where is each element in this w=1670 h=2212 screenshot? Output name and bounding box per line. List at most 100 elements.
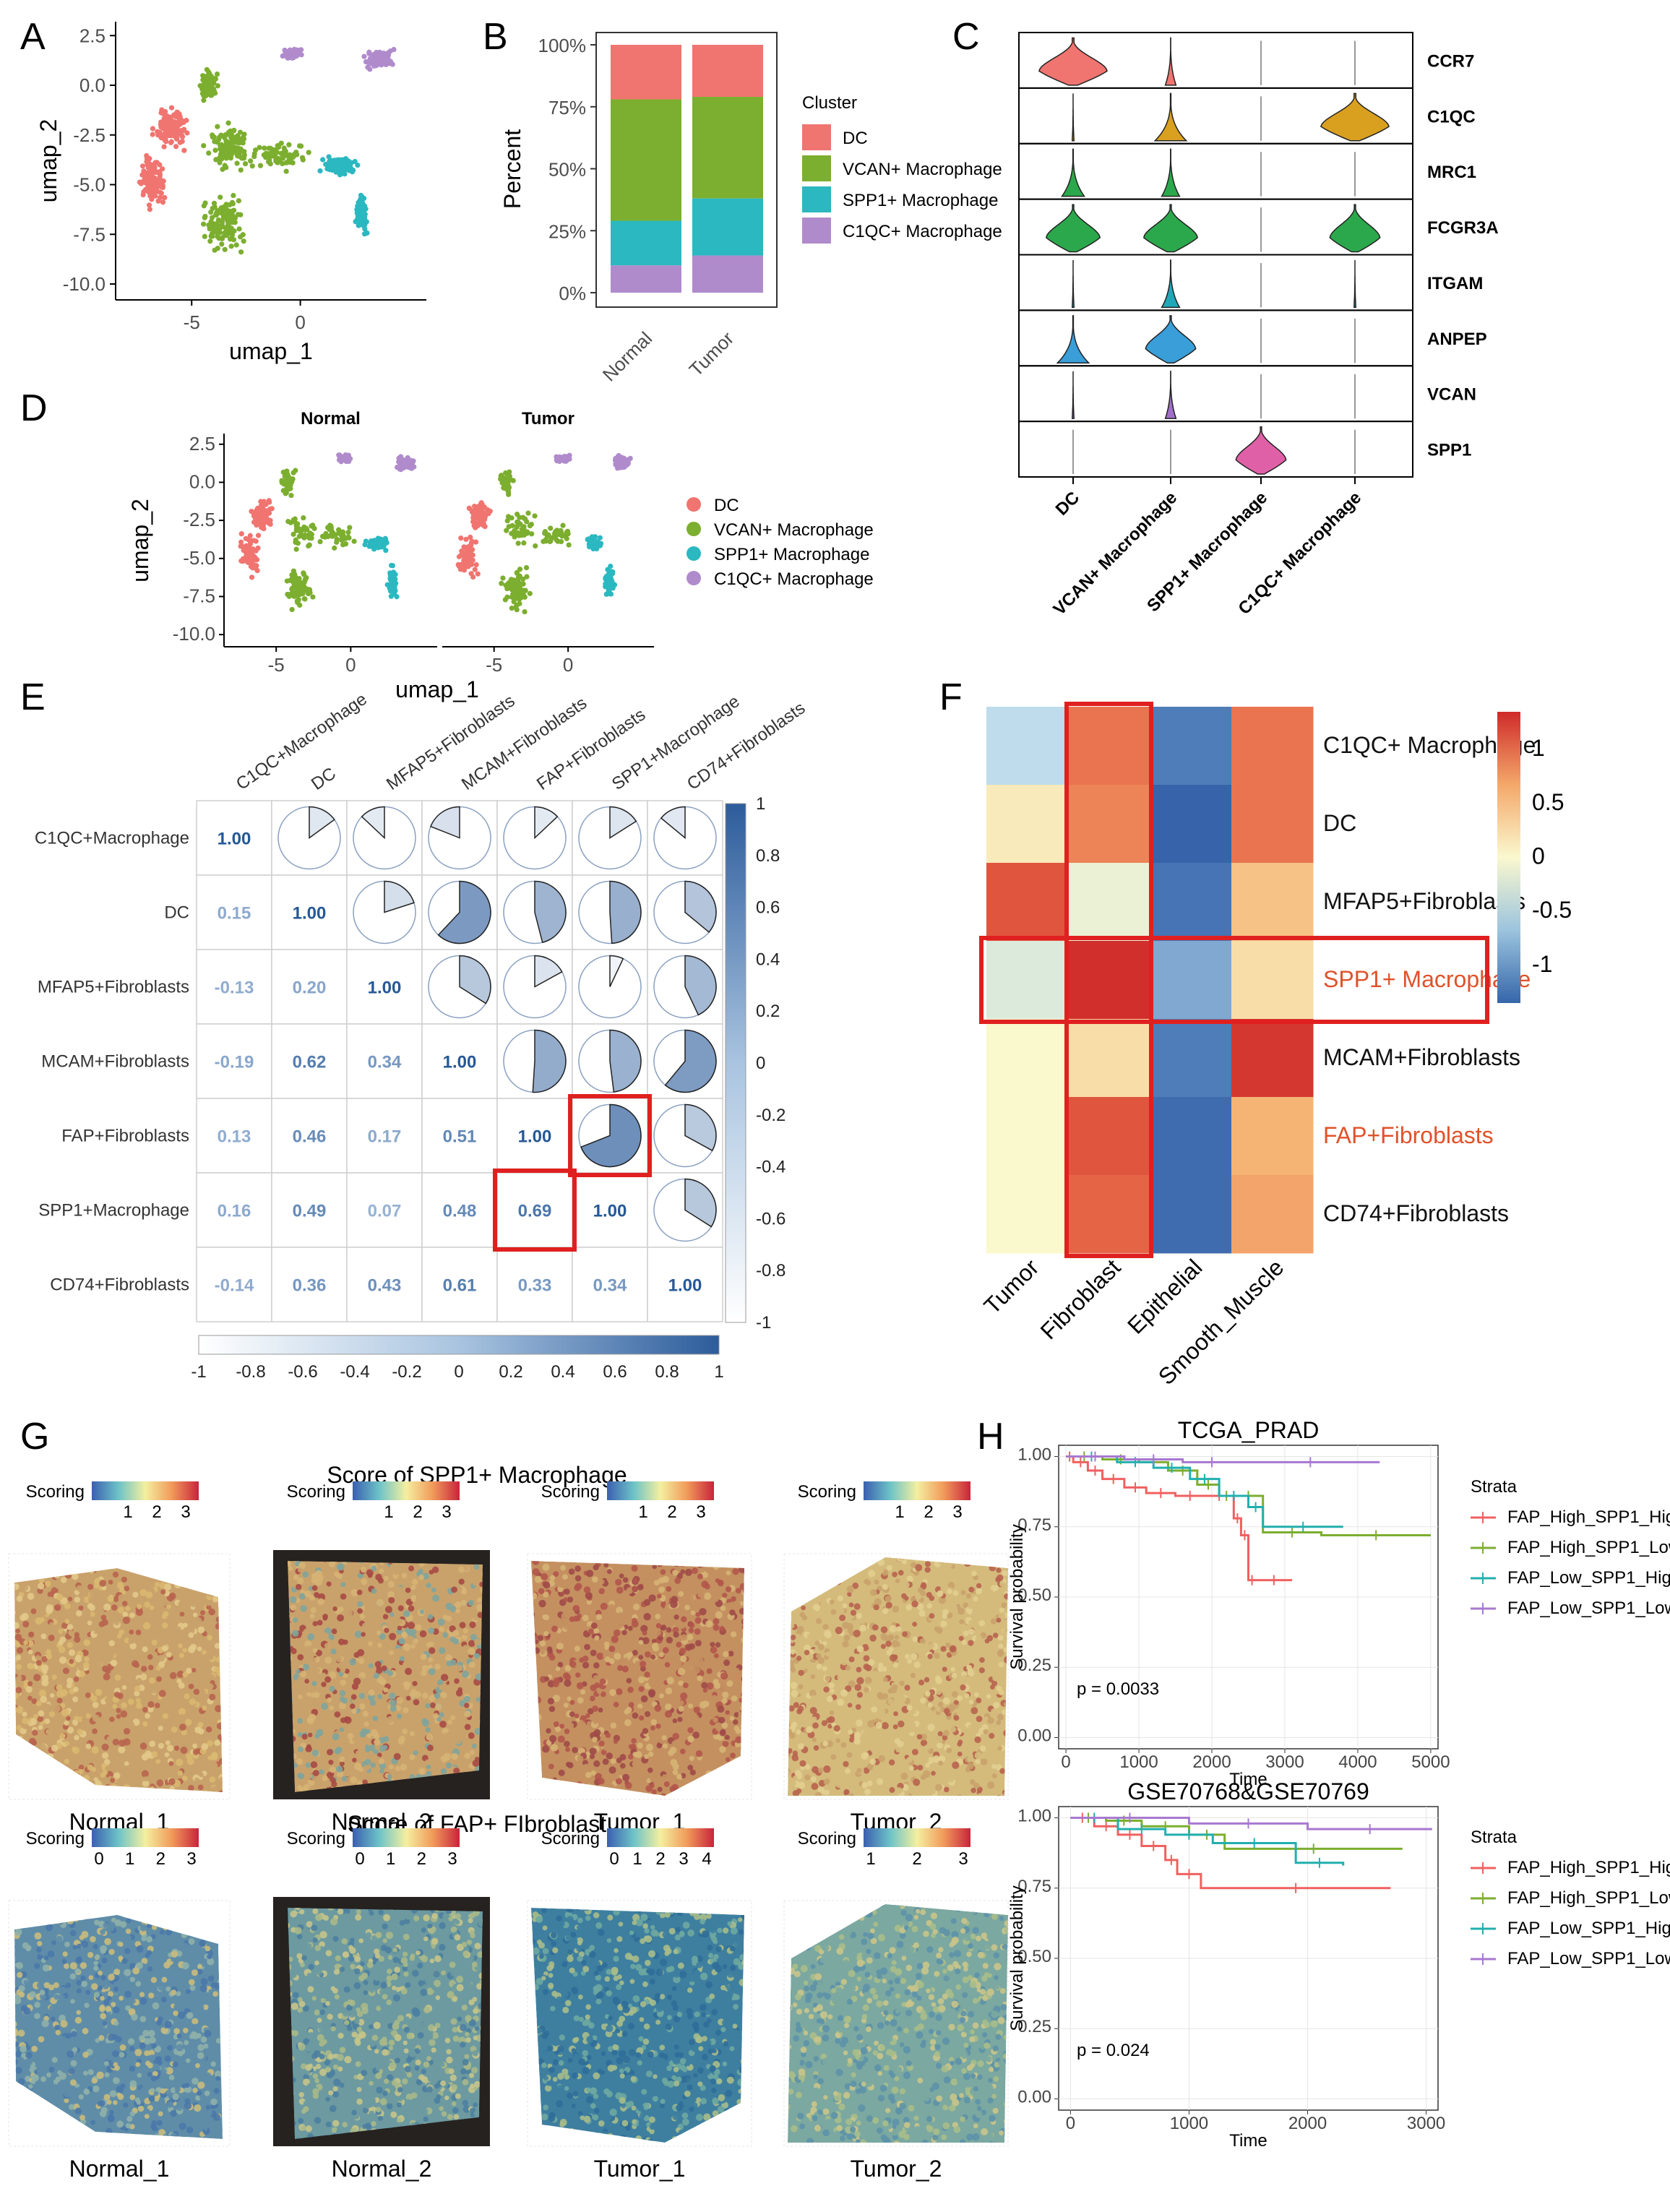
spatial-spot	[164, 1583, 172, 1591]
spatial-spot	[129, 1643, 137, 1650]
corr-cell	[421, 1247, 498, 1322]
umap-point-spp1	[606, 580, 611, 586]
spatial-spot	[82, 1661, 90, 1669]
spatial-colorbar	[607, 1481, 714, 1500]
spatial-spot	[137, 1580, 145, 1588]
spatial-spot	[410, 1585, 416, 1591]
corr-colorbar-tick: -0.6	[756, 1209, 785, 1228]
umap-point-vcan	[236, 198, 241, 204]
umap-point-c1qc	[622, 458, 628, 465]
umap-point-vcan	[517, 567, 523, 572]
spatial-spot	[453, 1768, 460, 1775]
umap-point-vcan	[300, 157, 306, 163]
spatial-spot	[473, 1703, 478, 1710]
umap-point-dc	[249, 574, 255, 580]
heatmap-cell	[1150, 1175, 1232, 1254]
spatial-spot	[218, 1779, 223, 1787]
spatial-spot	[537, 1635, 544, 1641]
spatial-spot	[403, 1643, 411, 1651]
spatial-spot	[309, 1656, 315, 1663]
spatial-spot	[99, 1639, 105, 1645]
umap-point-vcan	[286, 142, 292, 147]
umap-point-dc	[150, 187, 156, 193]
spatial-spot	[180, 1747, 188, 1755]
spatial-spot	[174, 1716, 181, 1723]
spatial-spot	[564, 1632, 571, 1640]
corr-row-label: C1QC+Macrophage	[35, 829, 189, 848]
corr-pie-slice	[384, 880, 415, 913]
spatial-spot	[468, 1703, 474, 1709]
umap-point-dc	[184, 118, 189, 124]
spatial-spot	[147, 1653, 153, 1660]
umap-point-dc	[259, 505, 265, 511]
violin-shape	[1072, 260, 1075, 309]
umap-point-vcan	[510, 478, 516, 483]
umap-point-vcan	[301, 570, 306, 576]
spatial-spot	[175, 1588, 181, 1593]
spatial-spot	[104, 1697, 111, 1703]
spatial-spot	[319, 1769, 324, 1775]
spatial-spot	[353, 1677, 361, 1685]
panel-c-legend-label: DC	[714, 496, 739, 515]
corr-colorbar-htick: 0.2	[499, 1362, 522, 1382]
spatial-spot	[76, 1585, 83, 1592]
umap-point-vcan	[295, 598, 301, 604]
spatial-spot	[429, 1647, 436, 1654]
spatial-spot	[21, 1584, 28, 1592]
umap-point-spp1	[333, 169, 339, 175]
spatial-spot	[141, 1666, 147, 1672]
spatial-spot	[730, 1631, 737, 1638]
umap-point-c1qc	[615, 457, 621, 463]
spatial-spot	[726, 1601, 733, 1609]
spatial-spot	[176, 1678, 182, 1684]
spatial-spot	[182, 1648, 188, 1653]
spatial-spot	[435, 1703, 442, 1710]
corr-colorbar-tick: 0	[756, 1054, 765, 1073]
spatial-spot	[32, 1729, 38, 1736]
panel-label-a: A	[20, 16, 46, 58]
umap-point-dc	[480, 520, 486, 526]
spatial-spot	[40, 1695, 48, 1703]
corr-pie-slice	[664, 1029, 717, 1093]
spatial-spot	[623, 1658, 629, 1664]
spatial-spot	[351, 1708, 357, 1714]
spatial-spot	[439, 1721, 447, 1728]
spatial-spot	[22, 1620, 30, 1628]
spatial-spot	[569, 1700, 575, 1705]
umap-point-vcan	[253, 147, 259, 153]
spatial-spot	[375, 1573, 382, 1581]
spatial-spot	[366, 1733, 372, 1739]
umap-point-c1qc	[559, 455, 565, 460]
spatial-spot	[149, 1677, 155, 1684]
spatial-spot	[72, 1573, 79, 1580]
spatial-spot	[34, 1598, 42, 1606]
spatial-spot	[574, 1565, 581, 1572]
corr-pie-slice	[534, 806, 559, 840]
corr-pie-slice	[534, 955, 563, 988]
umap-point-vcan	[304, 526, 309, 533]
spatial-spot	[301, 1695, 309, 1703]
spatial-spot	[53, 1604, 61, 1611]
spatial-spot	[645, 1651, 651, 1658]
spatial-spot	[31, 1698, 38, 1705]
spatial-spot	[657, 1661, 665, 1669]
panel-a-ytick-label: -2.5	[73, 124, 106, 146]
spatial-spot	[387, 1591, 395, 1598]
spatial-spot	[662, 1743, 668, 1749]
umap-point-vcan	[215, 124, 220, 129]
spatial-spot	[479, 1581, 483, 1587]
umap-point-vcan	[521, 540, 527, 546]
spatial-spot	[123, 1765, 131, 1773]
corr-cell	[196, 1247, 272, 1322]
umap-point-vcan	[290, 579, 296, 585]
panel-c-legend-label: VCAN+ Macrophage	[714, 520, 874, 540]
umap-point-vcan	[334, 539, 340, 545]
spatial-spot	[326, 1749, 333, 1756]
umap-point-vcan	[218, 143, 223, 150]
spatial-spot	[311, 1577, 318, 1584]
spatial-spot	[396, 1713, 403, 1719]
spatial-colorbar-tick: 1	[638, 1502, 647, 1522]
spatial-spot	[381, 1665, 387, 1671]
spatial-spot	[82, 1699, 90, 1706]
heatmap-cell	[1068, 863, 1150, 942]
